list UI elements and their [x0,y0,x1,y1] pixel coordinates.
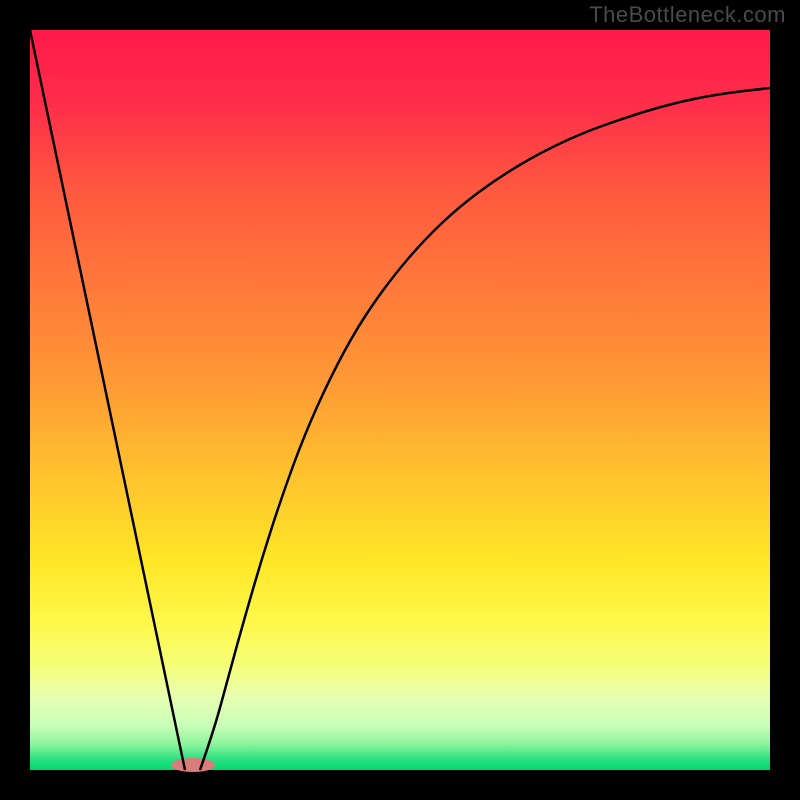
optimal-point-marker [171,758,215,772]
plot-area [30,30,770,770]
chart-container: TheBottleneck.com [0,0,800,800]
bottleneck-chart [0,0,800,800]
